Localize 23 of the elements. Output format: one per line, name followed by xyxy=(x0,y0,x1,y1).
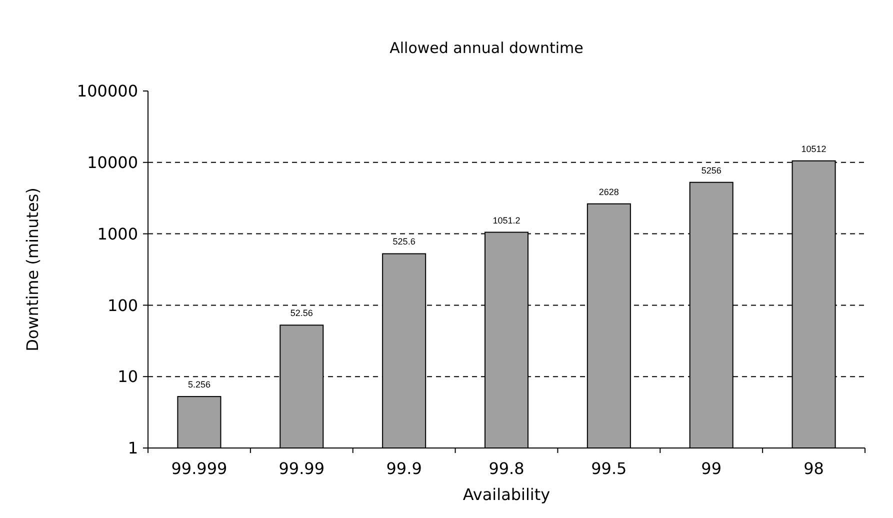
x-tick-label: 99 xyxy=(701,459,722,478)
y-tick-label: 1000 xyxy=(97,224,138,244)
y-tick-label: 10 xyxy=(118,367,138,386)
y-axis-title: Downtime (minutes) xyxy=(23,188,42,352)
data-label: 52.56 xyxy=(290,308,313,318)
x-tick-label: 99.9 xyxy=(386,459,422,478)
x-tick-label: 99.8 xyxy=(488,459,524,478)
x-tick-label: 99.99 xyxy=(278,459,325,478)
chart-title: Allowed annual downtime xyxy=(390,39,584,57)
data-label: 2628 xyxy=(598,186,619,197)
y-tick-label: 100000 xyxy=(76,82,138,101)
x-tick-label: 99.999 xyxy=(171,459,228,478)
data-label: 5.256 xyxy=(188,380,210,390)
x-axis-title: Availability xyxy=(462,485,550,504)
data-label: 525.6 xyxy=(392,236,416,247)
data-label: 1051.2 xyxy=(492,215,520,226)
data-label: 10512 xyxy=(801,144,826,154)
y-tick-label: 100 xyxy=(107,296,138,315)
y-tick-label: 1 xyxy=(128,438,138,458)
y-tick-label: 10000 xyxy=(87,153,138,172)
data-label: 5256 xyxy=(701,165,722,176)
x-tick-label: 99.5 xyxy=(591,459,627,478)
x-tick-label: 98 xyxy=(804,459,824,478)
